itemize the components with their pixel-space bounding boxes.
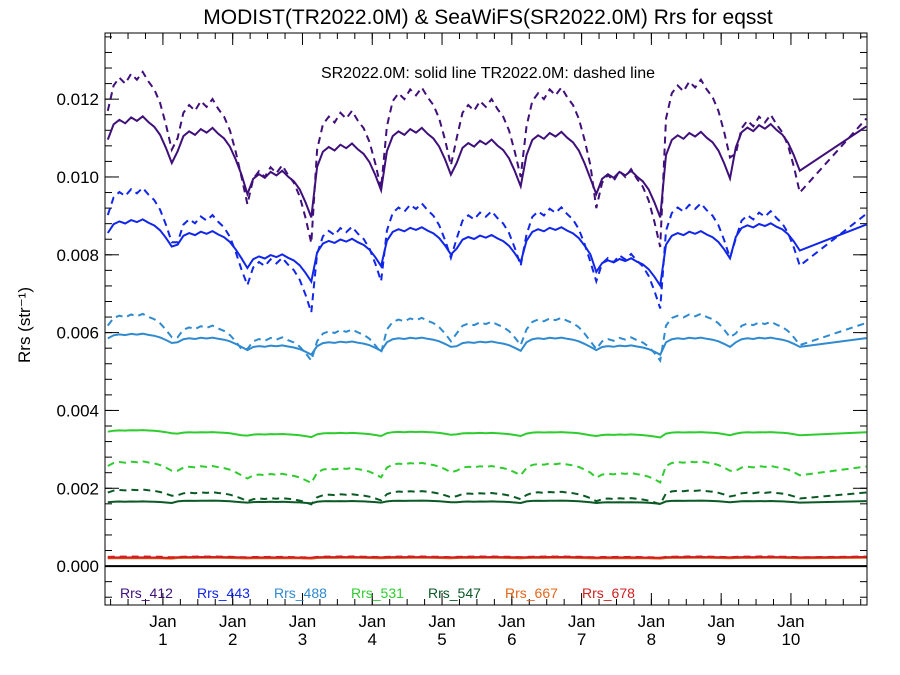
legend-entry-Rrs_678: Rrs_678 bbox=[582, 585, 635, 601]
x-tick-year: 10 bbox=[781, 630, 800, 649]
x-tick-year: 8 bbox=[647, 630, 656, 649]
legend-entry-Rrs_488: Rrs_488 bbox=[274, 585, 327, 601]
x-tick-month: Jan bbox=[498, 612, 525, 631]
y-axis: 0.000 0.002 0.004 0.006 0.008 0.010 0.012 bbox=[56, 36, 867, 598]
x-tick-month: Jan bbox=[219, 612, 246, 631]
x-tick-year: 4 bbox=[368, 630, 377, 649]
series-line-Rrs_488-solid bbox=[107, 332, 867, 357]
series-line-Rrs_531-solid bbox=[107, 429, 867, 439]
x-axis: Jan1Jan2Jan3Jan4Jan5Jan6Jan7Jan8Jan9Jan1… bbox=[110, 33, 862, 649]
series-line-Rrs_412-dashed bbox=[106, 70, 868, 248]
legend-entry-Rrs_531: Rrs_531 bbox=[351, 585, 404, 601]
legend: Rrs_412 Rrs_443 Rrs_488 Rrs_531 Rrs_547 Rrs_6… bbox=[120, 585, 635, 601]
series-line-Rrs_488-dashed bbox=[107, 312, 867, 364]
chart-title: MODIST(TR2022.0M) & SeaWiFS(SR2022.0M) R… bbox=[203, 6, 773, 29]
y-tick-label: 0.012 bbox=[56, 90, 99, 109]
x-tick-year: 6 bbox=[507, 630, 516, 649]
x-tick-month: Jan bbox=[149, 612, 176, 631]
x-tick-month: Jan bbox=[359, 612, 386, 631]
series-line-Rrs_531-dashed bbox=[107, 460, 867, 485]
series-lines bbox=[105, 70, 868, 568]
x-tick-year: 2 bbox=[228, 630, 237, 649]
x-tick-year: 1 bbox=[158, 630, 167, 649]
y-tick-label: 0.000 bbox=[56, 557, 99, 576]
series-line-Rrs_412-solid bbox=[106, 114, 867, 218]
line-style-annotation: SR2022.0M: solid line TR2022.0M: dashed … bbox=[321, 65, 655, 82]
y-tick-label: 0.002 bbox=[56, 479, 99, 498]
legend-entry-Rrs_547: Rrs_547 bbox=[428, 585, 481, 601]
plot-frame bbox=[104, 32, 868, 606]
y-axis-label: Rrs (str⁻¹) bbox=[15, 287, 34, 363]
series-line-Rrs_547-solid bbox=[107, 499, 867, 505]
y-tick-label: 0.004 bbox=[56, 401, 99, 420]
y-tick-label: 0.006 bbox=[56, 324, 99, 343]
series-line-Rrs_443-solid bbox=[106, 218, 867, 289]
x-tick-month: Jan bbox=[777, 612, 804, 631]
x-tick-year: 5 bbox=[437, 630, 446, 649]
series-line-Rrs_547-dashed bbox=[107, 488, 867, 506]
series-line-Rrs_678-dashed bbox=[107, 555, 867, 559]
legend-entry-Rrs_667: Rrs_667 bbox=[505, 585, 558, 601]
legend-entry-Rrs_443: Rrs_443 bbox=[197, 585, 250, 601]
x-tick-month: Jan bbox=[638, 612, 665, 631]
x-tick-month: Jan bbox=[568, 612, 595, 631]
y-tick-label: 0.008 bbox=[56, 246, 99, 265]
x-tick-year: 7 bbox=[577, 630, 586, 649]
series-line-Rrs_443-dashed bbox=[106, 186, 867, 313]
x-tick-year: 3 bbox=[298, 630, 307, 649]
legend-entry-Rrs_412: Rrs_412 bbox=[120, 585, 173, 601]
y-tick-label: 0.010 bbox=[56, 168, 99, 187]
x-tick-month: Jan bbox=[428, 612, 455, 631]
x-tick-month: Jan bbox=[707, 612, 734, 631]
x-tick-year: 9 bbox=[716, 630, 725, 649]
x-tick-month: Jan bbox=[289, 612, 316, 631]
